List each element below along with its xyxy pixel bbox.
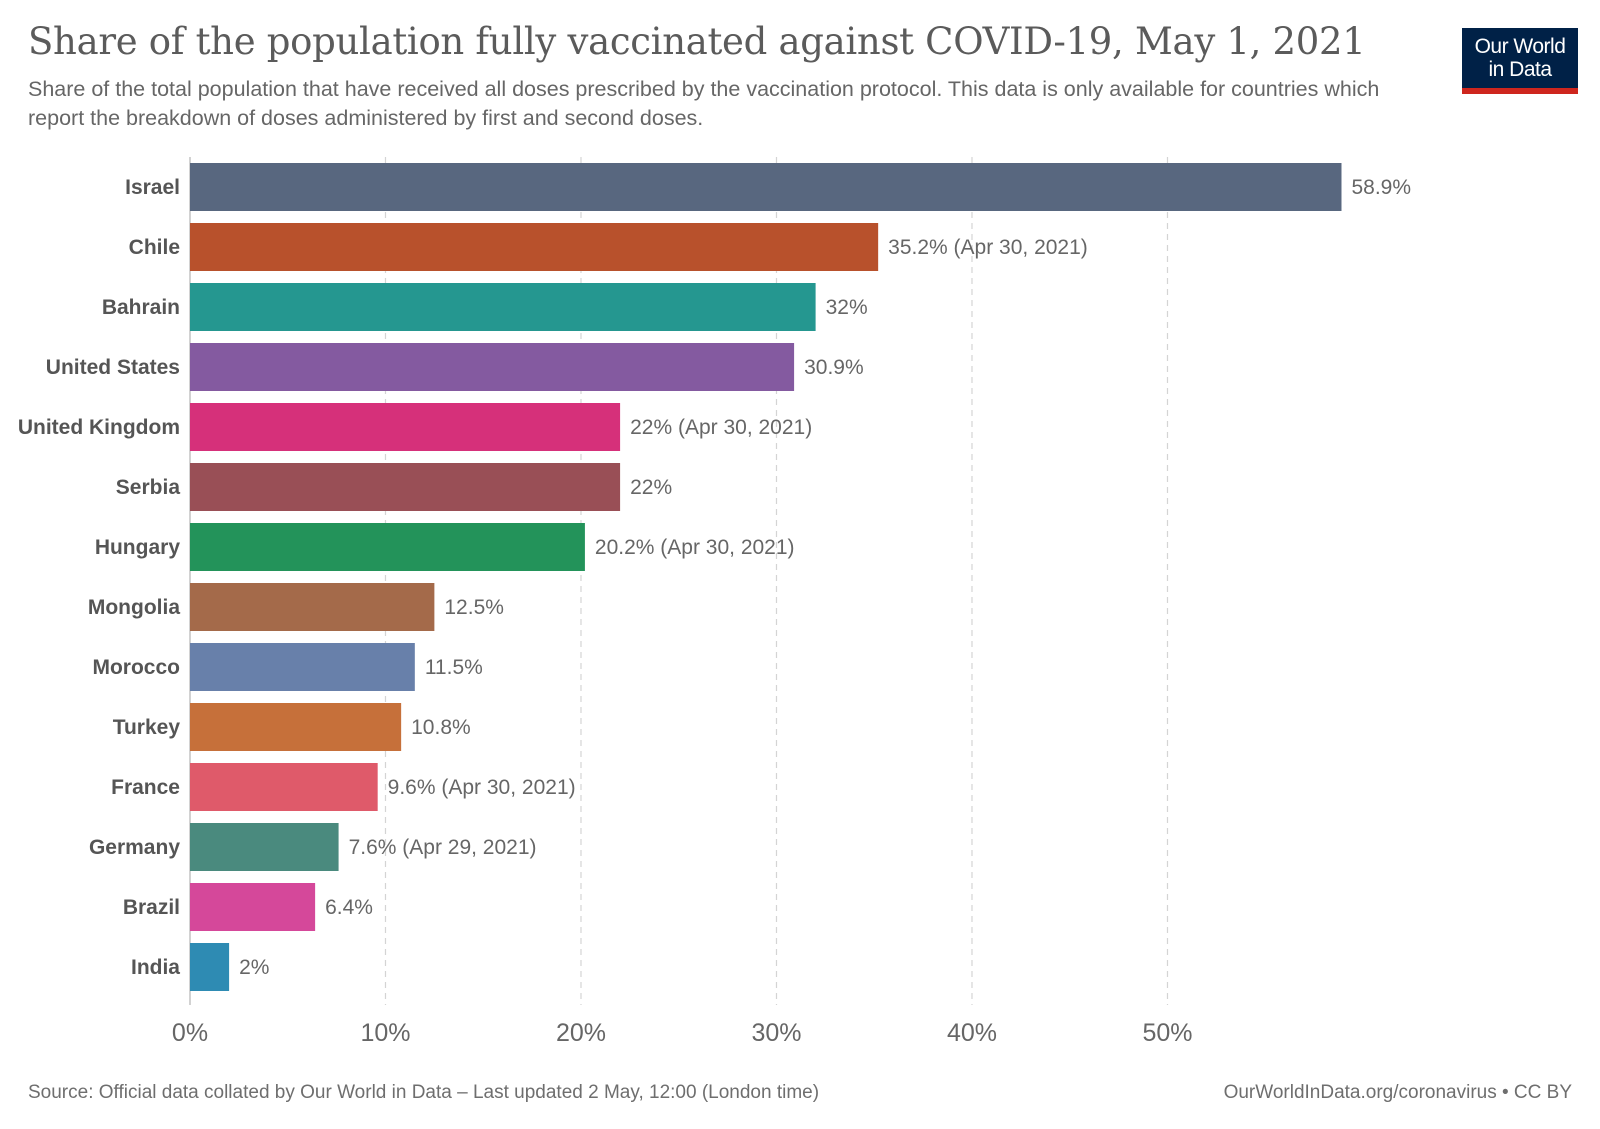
chart-subtitle: Share of the total population that have … xyxy=(28,77,1380,130)
value-label: 22% xyxy=(630,476,672,499)
category-label: Bahrain xyxy=(102,296,180,319)
value-label: 35.2% (Apr 30, 2021) xyxy=(888,236,1088,259)
bar[interactable] xyxy=(190,223,879,271)
x-tick-label: 20% xyxy=(556,1019,606,1047)
bar-row[interactable]: India 2% xyxy=(131,943,269,991)
category-label: Chile xyxy=(129,236,180,259)
category-label: Turkey xyxy=(113,716,181,739)
bar-row[interactable]: Chile 35.2% (Apr 30, 2021) xyxy=(129,223,1088,271)
bar-row[interactable]: Morocco 11.5% xyxy=(92,643,483,691)
bar[interactable] xyxy=(190,163,1342,211)
gridlines: 0% 10% 20% 30% 40% 50% xyxy=(172,157,1193,1047)
source-note: Source: Official data collated by Our Wo… xyxy=(28,1082,820,1103)
category-label: United States xyxy=(46,356,180,379)
value-label: 58.9% xyxy=(1351,176,1411,199)
value-label: 20.2% (Apr 30, 2021) xyxy=(595,536,795,559)
bar-row[interactable]: Turkey 10.8% xyxy=(113,703,471,751)
x-tick-label: 30% xyxy=(751,1019,801,1047)
category-label: Hungary xyxy=(95,536,181,559)
value-label: 6.4% xyxy=(325,896,373,919)
chart-title: Share of the population fully vaccinated… xyxy=(28,20,1366,63)
category-label: Morocco xyxy=(92,656,180,679)
bar-row[interactable]: Hungary 20.2% (Apr 30, 2021) xyxy=(95,523,795,571)
x-tick-label: 0% xyxy=(172,1019,208,1047)
bar[interactable] xyxy=(190,763,378,811)
x-tick-label: 40% xyxy=(947,1019,997,1047)
bar-row[interactable]: Germany 7.6% (Apr 29, 2021) xyxy=(89,823,537,871)
x-tick-label: 10% xyxy=(360,1019,410,1047)
value-label: 7.6% (Apr 29, 2021) xyxy=(349,836,537,859)
category-label: India xyxy=(131,956,180,979)
owid-logo[interactable]: Our World in Data xyxy=(1462,28,1578,94)
bar-row[interactable]: Brazil 6.4% xyxy=(123,883,373,931)
bar-row[interactable]: Bahrain 32% xyxy=(102,283,868,331)
value-label: 11.5% xyxy=(425,656,483,679)
category-label: United Kingdom xyxy=(18,416,180,439)
bar[interactable] xyxy=(190,703,402,751)
bar-chart: 0% 10% 20% 30% 40% 50% Israel 58.9% Chile 35.2% … xyxy=(18,157,1411,1047)
category-label: Serbia xyxy=(116,476,181,499)
value-label: 22% (Apr 30, 2021) xyxy=(630,416,812,439)
bar[interactable] xyxy=(190,823,339,871)
bar[interactable] xyxy=(190,343,795,391)
bar[interactable] xyxy=(190,283,816,331)
category-label: France xyxy=(111,776,180,799)
bar[interactable] xyxy=(190,403,621,451)
value-label: 30.9% xyxy=(804,356,864,379)
bar-row[interactable]: Serbia 22% xyxy=(116,463,672,511)
x-tick-label: 50% xyxy=(1142,1019,1192,1047)
value-label: 12.5% xyxy=(444,596,504,619)
bar[interactable] xyxy=(190,523,585,571)
category-label: Germany xyxy=(89,836,180,859)
category-label: Brazil xyxy=(123,896,180,919)
bar-row[interactable]: United States 30.9% xyxy=(46,343,864,391)
bar[interactable] xyxy=(190,463,621,511)
bar-row[interactable]: France 9.6% (Apr 30, 2021) xyxy=(111,763,576,811)
bar[interactable] xyxy=(190,943,230,991)
category-label: Israel xyxy=(125,176,180,199)
value-label: 9.6% (Apr 30, 2021) xyxy=(388,776,576,799)
bars: Israel 58.9% Chile 35.2% (Apr 30, 2021) Bahr… xyxy=(18,163,1411,991)
logo-line-1: Our World xyxy=(1474,35,1566,58)
bar[interactable] xyxy=(190,583,435,631)
footer-link[interactable]: OurWorldInData.org/coronavirus • CC BY xyxy=(1223,1082,1572,1103)
bar[interactable] xyxy=(190,643,415,691)
logo-line-2: in Data xyxy=(1488,58,1552,81)
value-label: 2% xyxy=(239,956,269,979)
value-label: 10.8% xyxy=(411,716,471,739)
category-label: Mongolia xyxy=(88,596,180,619)
value-label: 32% xyxy=(826,296,868,319)
bar[interactable] xyxy=(190,883,316,931)
bar-row[interactable]: Mongolia 12.5% xyxy=(88,583,504,631)
bar-row[interactable]: United Kingdom 22% (Apr 30, 2021) xyxy=(18,403,812,451)
bar-row[interactable]: Israel 58.9% xyxy=(125,163,1411,211)
